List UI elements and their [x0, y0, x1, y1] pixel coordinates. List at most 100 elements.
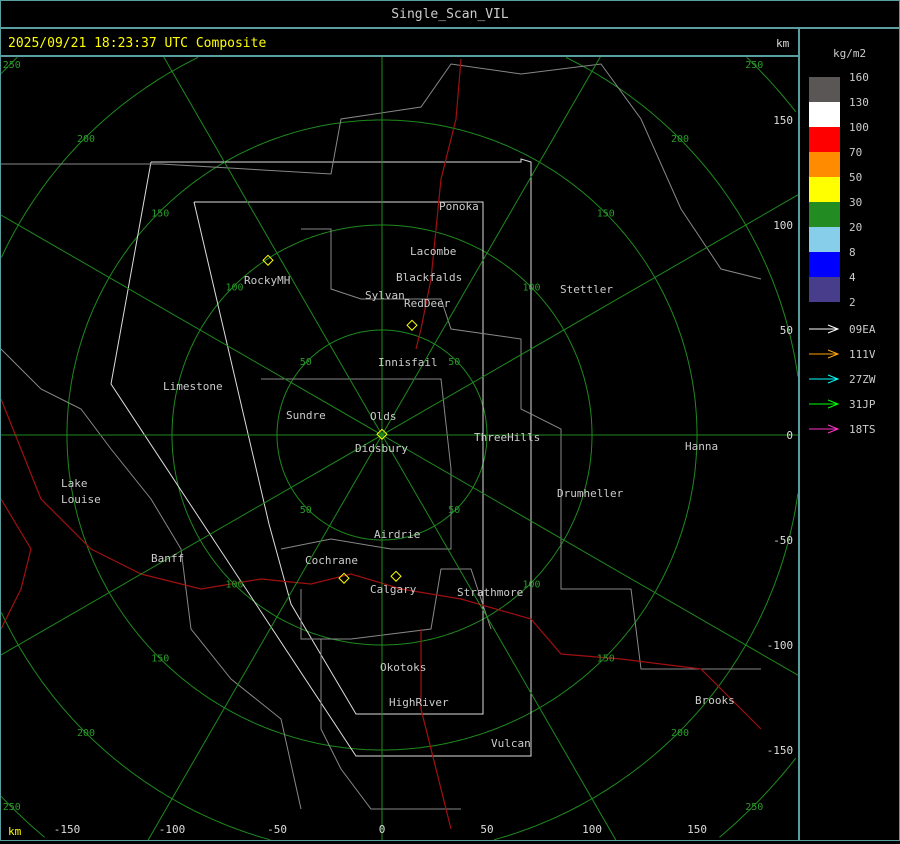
range-ring	[719, 757, 797, 838]
county-boundaries	[1, 63, 762, 810]
legend-bin-label: 8	[849, 246, 856, 259]
y-tick-label: -150	[767, 744, 794, 757]
azimuth-line	[1, 214, 798, 676]
town-label: Drumheller	[557, 487, 624, 500]
y-axis: 150 100 50 0 -50 -100 -150	[767, 114, 794, 757]
ring-label: 200	[671, 134, 689, 145]
ring-label: 100	[522, 283, 540, 294]
y-tick-label: 0	[786, 429, 793, 442]
town-label: Airdrie	[374, 528, 420, 541]
range-ring	[1, 56, 18, 74]
range-ring	[1, 612, 270, 840]
range-ring	[565, 57, 798, 377]
x-tick-label: 0	[379, 823, 386, 836]
y-tick-label: -100	[767, 639, 794, 652]
range-ring	[1, 796, 45, 838]
legend-swatch	[809, 227, 840, 252]
legend-swatch	[809, 252, 840, 277]
town-label: Sylvan	[365, 289, 405, 302]
km-label-top: km	[776, 37, 790, 50]
legend-swatch	[809, 177, 840, 202]
ring-label: 50	[300, 357, 312, 368]
town-label: Cochrane	[305, 554, 358, 567]
legend-swatch	[809, 127, 840, 152]
legend-bin-label: 30	[849, 196, 862, 209]
town-label: Okotoks	[380, 661, 426, 674]
radar-sites	[262, 254, 418, 584]
legend-swatch	[809, 152, 840, 177]
x-tick-label: 150	[687, 823, 707, 836]
legend-unit: kg/m2	[833, 47, 866, 60]
ring-label: 150	[597, 654, 615, 665]
legend-bin-label: 100	[849, 121, 869, 134]
legend-panel: kg/m2 160 130 100 70 50 30 20 8 4 2 09EA 111V 27ZW 31…	[798, 29, 899, 840]
town-label: Ponoka	[439, 200, 479, 213]
legend-swatch	[809, 77, 840, 102]
town-label: Hanna	[685, 440, 718, 453]
track-label[interactable]: 18TS	[849, 423, 876, 436]
legend-bin-label: 160	[849, 71, 869, 84]
town-label: Innisfail	[378, 356, 438, 369]
x-tick-label: 50	[480, 823, 493, 836]
azimuth-line	[163, 56, 617, 840]
rivers	[1, 58, 762, 830]
ring-label: 50	[448, 505, 460, 516]
track-arrow-icon	[809, 324, 840, 334]
range-ring	[746, 56, 797, 113]
track-label[interactable]: 111V	[849, 348, 876, 361]
town-label: HighRiver	[389, 696, 449, 709]
town-label: RockyMH	[244, 274, 290, 287]
ring-label: 100	[226, 579, 244, 590]
town-label: Stettler	[560, 283, 613, 296]
legend-bin-label: 20	[849, 221, 862, 234]
ring-label: 100	[522, 579, 540, 590]
town-label: Blackfalds	[396, 271, 462, 284]
ring-label: 150	[597, 208, 615, 219]
track-label[interactable]: 27ZW	[849, 373, 876, 386]
x-tick-label: 100	[582, 823, 602, 836]
track-label[interactable]: 09EA	[849, 323, 876, 336]
ring-labels: 50 50 50 50 100 100 100 100 150 150 150 150 200 200 20…	[3, 60, 764, 813]
legend-bin-label: 70	[849, 146, 862, 159]
ring-label: 50	[448, 357, 460, 368]
town-label: RedDeer	[404, 297, 451, 310]
radar-map[interactable]: 2025/09/21 18:23:37 UTC Composite km 505…	[1, 29, 798, 840]
x-tick-label: -100	[159, 823, 186, 836]
range-ring	[494, 493, 798, 840]
window-title: Single_Scan_VIL	[1, 1, 899, 29]
track-label[interactable]: 31JP	[849, 398, 876, 411]
track-arrow-icon	[809, 399, 840, 409]
x-tick-label: -50	[267, 823, 287, 836]
legend-swatch	[809, 102, 840, 127]
ring-label: 150	[151, 208, 169, 219]
town-label: Brooks	[695, 694, 735, 707]
y-tick-label: 50	[780, 324, 793, 337]
azimuth-lines	[1, 56, 798, 840]
town-label: Olds	[370, 410, 397, 423]
legend-swatch	[809, 277, 840, 302]
legend-bin-label: 4	[849, 271, 856, 284]
town-label: Didsbury	[355, 442, 408, 455]
town-label: ThreeHills	[474, 431, 540, 444]
azimuth-line	[1, 194, 798, 656]
town-label: Limestone	[163, 380, 223, 393]
ring-label: 250	[745, 802, 763, 813]
range-ring	[1, 57, 199, 258]
track-arrow-icon	[809, 349, 840, 359]
track-arrow-icon	[809, 374, 840, 384]
town-label: Lake	[61, 477, 88, 490]
y-tick-label: 100	[773, 219, 793, 232]
ring-label: 200	[671, 728, 689, 739]
legend-bin-label: 50	[849, 171, 862, 184]
town-label: Lacombe	[410, 245, 456, 258]
legend-bin-label: 2	[849, 296, 856, 309]
ring-label: 200	[77, 134, 95, 145]
town-label: Banff	[151, 552, 184, 565]
ring-label: 250	[745, 60, 763, 71]
legend-swatch	[809, 202, 840, 227]
y-tick-label: 150	[773, 114, 793, 127]
ring-label: 100	[226, 283, 244, 294]
ring-label: 150	[151, 654, 169, 665]
